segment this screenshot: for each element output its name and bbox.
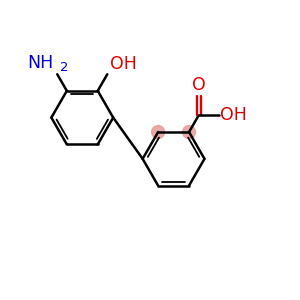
Circle shape xyxy=(152,126,165,139)
Text: O: O xyxy=(192,76,206,94)
Text: 2: 2 xyxy=(60,61,68,74)
Text: OH: OH xyxy=(110,55,136,73)
Text: NH: NH xyxy=(28,54,54,72)
Circle shape xyxy=(182,126,196,139)
Text: OH: OH xyxy=(220,106,247,124)
